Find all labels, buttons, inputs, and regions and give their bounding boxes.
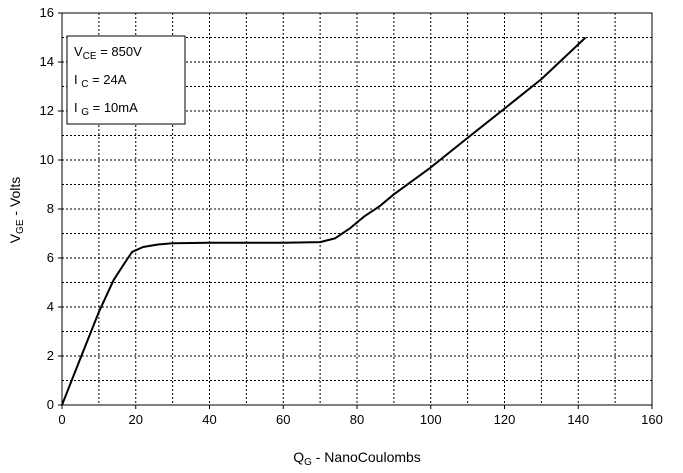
y-tick-label: 2 <box>47 348 54 363</box>
y-tick-label: 8 <box>47 201 54 216</box>
y-axis-title-rest: - Volts <box>7 177 23 220</box>
annotation-ic-main: I <box>74 72 81 87</box>
annotation-vce-sub: CE <box>83 51 97 62</box>
y-tick-label: 12 <box>40 103 54 118</box>
x-axis-title-main: Q <box>293 449 304 465</box>
annotation-vce-value: = 850V <box>97 44 143 59</box>
annotation-vce-main: V <box>74 44 83 59</box>
x-axis-title-sub: G <box>304 457 312 468</box>
annotation-ig-value: = 10mA <box>89 100 138 115</box>
y-axis-title: VGE - Volts <box>7 177 26 244</box>
y-axis-title-main: V <box>7 233 23 243</box>
x-axis-title: QG - NanoCoulombs <box>293 449 421 468</box>
x-axis-title-rest: - NanoCoulombs <box>312 449 421 465</box>
x-tick-label: 20 <box>129 412 143 427</box>
x-tick-label: 40 <box>202 412 216 427</box>
y-tick-label: 10 <box>40 152 54 167</box>
annotation-ig-main: I <box>74 100 81 115</box>
x-tick-label: 60 <box>276 412 290 427</box>
x-tick-label: 100 <box>420 412 442 427</box>
vge-curve <box>61 36 587 406</box>
x-tick-label: 140 <box>567 412 589 427</box>
y-tick-label: 6 <box>47 250 54 265</box>
annotation-ic-sub: C <box>81 79 88 90</box>
conditions-box-frame <box>66 35 186 125</box>
annotation-ic-value: = 24A <box>88 72 126 87</box>
x-tick-label: 0 <box>58 412 65 427</box>
x-tick-label: 160 <box>641 412 663 427</box>
y-tick-label: 0 <box>47 397 54 412</box>
annotation-ic: I C = 24A <box>74 72 127 90</box>
x-tick-label: 120 <box>494 412 516 427</box>
x-axis-ticks: 0 20 40 60 80 100 120 140 160 <box>58 405 663 427</box>
y-tick-label: 16 <box>40 5 54 20</box>
x-tick-label: 80 <box>350 412 364 427</box>
annotation-vce: VCE = 850V <box>74 44 142 62</box>
grid-lines <box>62 13 652 405</box>
annotation-ig-sub: G <box>81 107 89 118</box>
y-tick-label: 14 <box>40 54 54 69</box>
annotation-ig: I G = 10mA <box>74 100 138 118</box>
y-tick-label: 4 <box>47 299 54 314</box>
y-axis-title-sub: GE <box>15 219 26 234</box>
y-axis-ticks: 0 2 4 6 8 10 12 14 16 <box>40 5 62 412</box>
conditions-box: VCE = 850V I C = 24A I G = 10mA <box>66 35 186 125</box>
